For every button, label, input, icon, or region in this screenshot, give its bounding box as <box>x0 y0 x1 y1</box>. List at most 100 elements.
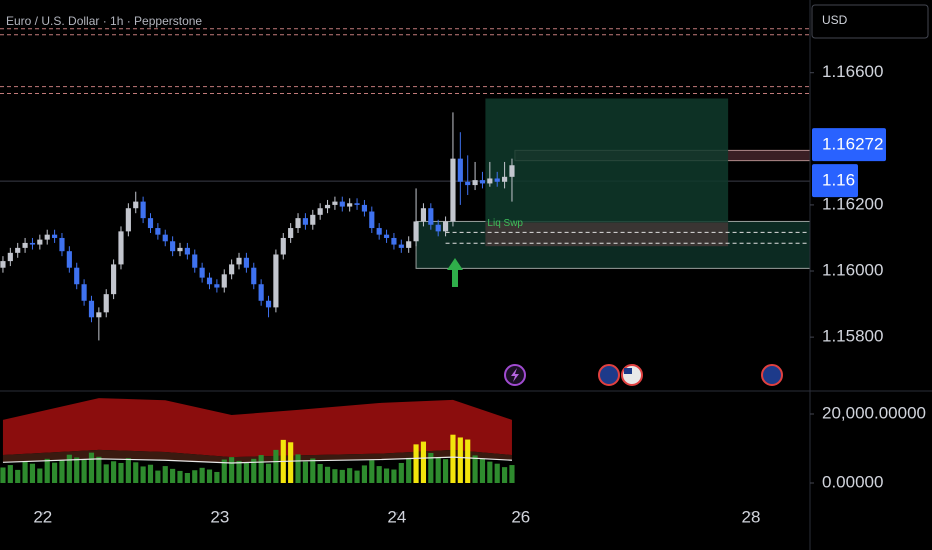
y-tick-label: 1.16200 <box>822 194 883 213</box>
x-tick-label: 26 <box>511 507 530 526</box>
candle-body <box>162 234 168 242</box>
y-tick-label: 1.16000 <box>822 261 883 280</box>
volume-bar <box>324 466 331 484</box>
candle-body <box>332 201 338 205</box>
profit-zone <box>485 98 729 223</box>
volume-bar <box>103 464 109 484</box>
volume-bar <box>413 444 419 484</box>
volume-bar <box>450 434 456 484</box>
candle-body <box>406 241 412 248</box>
volume-bar <box>273 449 279 484</box>
candle-body <box>111 264 117 295</box>
annotation: Liq Swp <box>487 218 523 229</box>
volume-ma <box>2 456 512 464</box>
candle-body <box>288 228 294 238</box>
candle-body <box>347 203 353 207</box>
candle-body <box>103 294 109 313</box>
signal-arrow <box>447 258 463 287</box>
volume-bar <box>258 455 264 484</box>
volume-bar <box>487 461 493 484</box>
candle-body <box>88 300 95 318</box>
price-pane: Liq Swp <box>0 28 811 341</box>
event-icon[interactable] <box>761 364 783 386</box>
event-glyph <box>624 368 632 374</box>
candle-body <box>81 284 87 301</box>
candle-body <box>147 218 154 229</box>
y-tick-label: 0.00000 <box>822 472 883 491</box>
volume-bar <box>66 454 72 484</box>
candle-body <box>383 234 390 238</box>
volume-bar <box>44 458 50 484</box>
volume-bar <box>317 464 323 484</box>
candle-body <box>376 228 382 235</box>
candle-body <box>428 208 434 225</box>
volume-bar <box>52 462 58 484</box>
x-tick-label: 22 <box>33 507 52 526</box>
candle-body <box>324 204 331 209</box>
volume-bar <box>162 466 168 484</box>
volume-bar <box>147 464 154 484</box>
candle-body <box>29 242 36 245</box>
volume-bar <box>509 465 515 484</box>
volume-bar <box>361 465 368 484</box>
volume-bar <box>502 467 508 484</box>
volume-bar <box>22 461 28 484</box>
x-tick-label: 28 <box>742 507 761 526</box>
volume-bar <box>37 468 43 484</box>
volume-bar <box>494 463 500 484</box>
volume-bar <box>479 458 486 484</box>
currency-button[interactable] <box>811 4 929 39</box>
candle-body <box>420 208 427 222</box>
x-tick-label: 24 <box>387 507 406 526</box>
currency-label[interactable]: USD <box>822 13 848 27</box>
volume-bar <box>376 466 382 484</box>
candle-body <box>457 158 463 182</box>
candle-body <box>44 234 50 240</box>
volume-bar <box>339 469 345 484</box>
candle-body <box>229 264 235 275</box>
volume-bar <box>229 457 235 484</box>
candle-body <box>450 158 456 222</box>
candle-body <box>465 181 471 186</box>
volume-bar <box>383 468 390 484</box>
volume-bar <box>221 459 227 484</box>
candle-body <box>280 237 286 255</box>
candle-body <box>398 244 404 248</box>
volume-bar <box>243 462 249 484</box>
volume-bar <box>192 470 198 484</box>
candle-body <box>317 208 323 215</box>
y-tick-label: 20,000.00000 <box>822 403 926 422</box>
candle-body <box>214 284 220 288</box>
candle-body <box>509 165 515 177</box>
candle-body <box>391 237 397 245</box>
y-tick-label: 1.16600 <box>822 62 883 81</box>
candle-body <box>302 218 308 225</box>
x-tick-label: 23 <box>210 507 229 526</box>
volume-bar <box>140 466 146 484</box>
candle-body <box>37 239 43 245</box>
candle-body <box>413 221 419 242</box>
volume-bar <box>184 472 190 484</box>
candle-body <box>258 284 264 301</box>
volume-bar <box>302 461 308 484</box>
volume-bar <box>199 467 205 484</box>
candle-body <box>206 277 213 285</box>
volume-bar <box>457 437 463 484</box>
volume-bar <box>236 460 242 484</box>
volume-bar <box>391 469 397 484</box>
candle-body <box>155 228 161 235</box>
volume-bar <box>442 459 449 484</box>
candle-body <box>502 176 508 182</box>
volume-bar <box>354 470 360 484</box>
candle-body <box>170 241 176 252</box>
candle-body <box>184 247 190 255</box>
event-icon[interactable] <box>598 364 620 386</box>
second-price-box <box>812 164 858 198</box>
volume-bar <box>118 462 124 484</box>
volume-bar <box>288 442 294 484</box>
volume-bar <box>398 462 404 484</box>
volume-bar <box>332 469 338 484</box>
candle-body <box>243 257 249 268</box>
volume-bar <box>96 456 102 484</box>
